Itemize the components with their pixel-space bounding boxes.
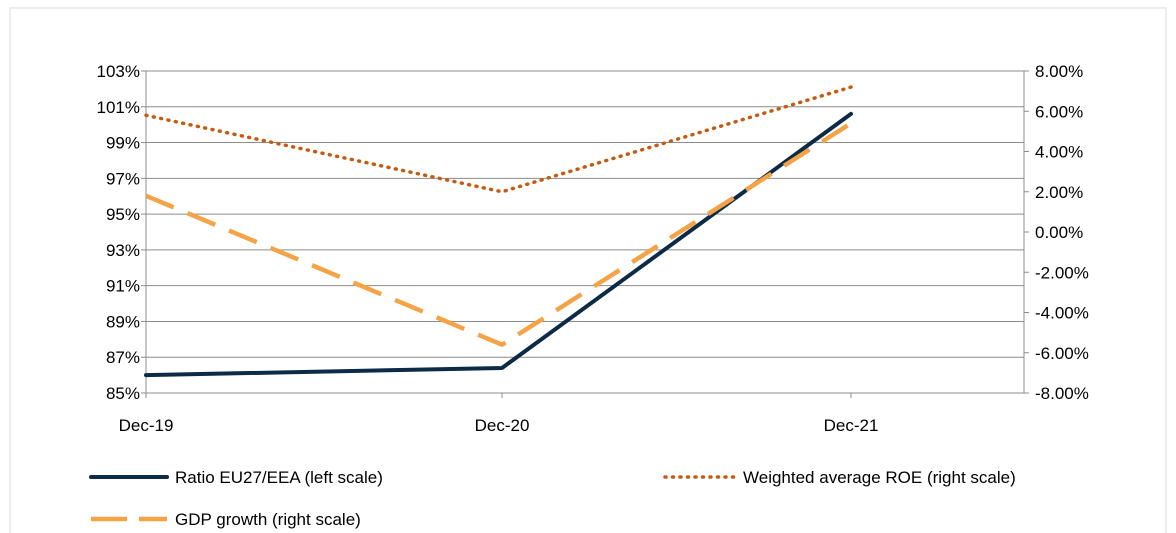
left-tick-label: 101% [97, 98, 140, 117]
right-tick-label: -8.00% [1035, 384, 1089, 403]
series-lines [144, 85, 853, 378]
left-tick-label: 87% [106, 348, 140, 367]
right-tick-label: 6.00% [1035, 102, 1083, 121]
chart-border [9, 7, 1167, 533]
legend: Ratio EU27/EEA (left scale) Weighted aver… [89, 468, 1016, 529]
left-tick-label: 95% [106, 205, 140, 224]
x-tick-label: Dec-19 [119, 416, 174, 435]
legend-label-2: Weighted average ROE (right scale) [743, 468, 1016, 487]
legend-label-3: GDP growth (right scale) [175, 510, 361, 529]
left-tick-label: 89% [106, 312, 140, 331]
right-tick-label: -6.00% [1035, 344, 1089, 363]
right-tick-label: 2.00% [1035, 183, 1083, 202]
left-tick-label: 99% [106, 134, 140, 153]
right-tick-label: 4.00% [1035, 143, 1083, 162]
right-axis-ticks: -8.00% -6.00% -4.00% -2.00% 0.00% 2.00% 4.00% 6… [1024, 62, 1089, 403]
x-tick-label: Dec-21 [824, 416, 879, 435]
gridlines [146, 70, 1024, 358]
series-line-3 [145, 121, 853, 347]
left-axis-ticks: 85% 87% 89% 91% 93% 95% 97% 99% 101% 103% [97, 62, 146, 403]
left-tick-label: 103% [97, 62, 140, 81]
series-line-2 [144, 85, 853, 194]
x-tick-label: Dec-20 [475, 416, 530, 435]
legend-label-1: Ratio EU27/EEA (left scale) [175, 468, 383, 487]
right-tick-label: 8.00% [1035, 62, 1083, 81]
left-tick-label: 85% [106, 384, 140, 403]
left-tick-label: 93% [106, 241, 140, 260]
right-tick-label: -2.00% [1035, 263, 1089, 282]
series-line-1 [144, 111, 853, 378]
left-tick-label: 97% [106, 169, 140, 188]
left-tick-label: 91% [106, 277, 140, 296]
x-axis-ticks: Dec-19 Dec-20 Dec-21 [119, 393, 879, 435]
right-tick-label: 0.00% [1035, 223, 1083, 242]
right-tick-label: -4.00% [1035, 304, 1089, 323]
